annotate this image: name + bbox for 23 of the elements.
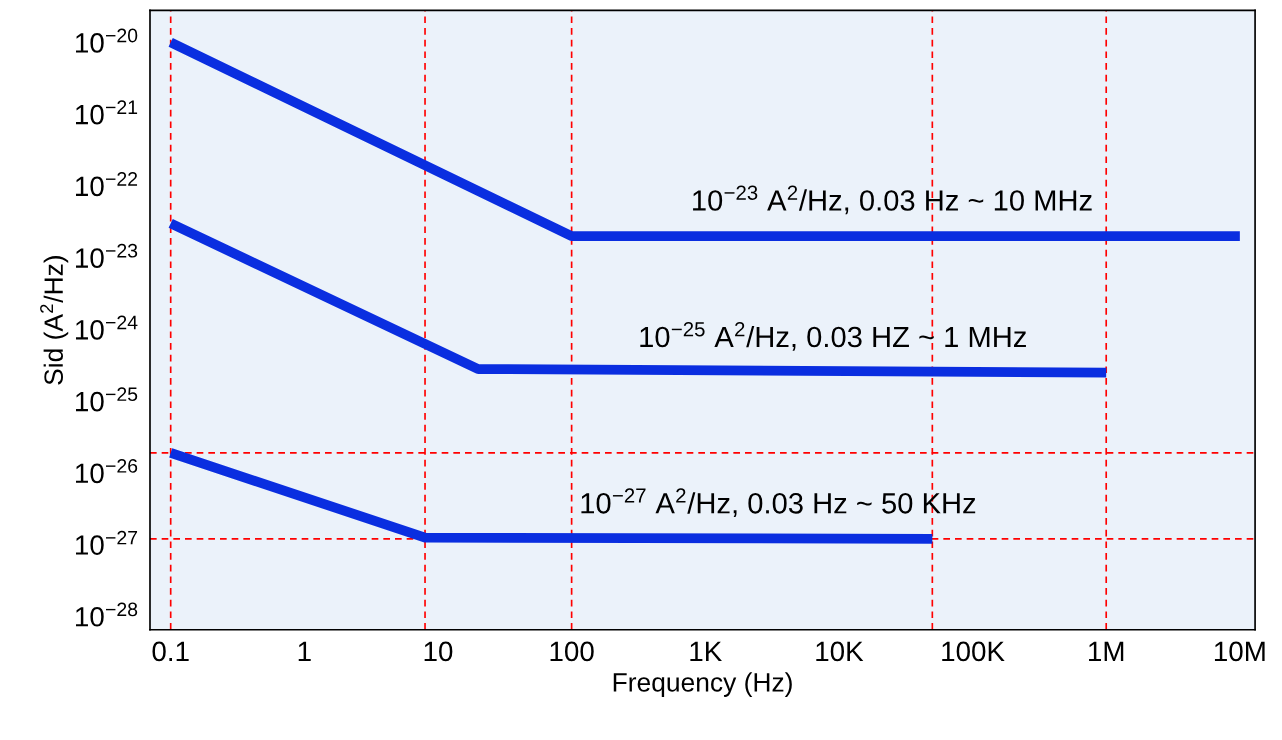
y-tick-label: 10$^{−24}$	[76, 315, 138, 340]
x-tick-label: 100	[550, 641, 594, 662]
x-tick-label: 10M	[1214, 641, 1265, 662]
y-tick-label: 10$^{−22}$	[76, 172, 138, 197]
y-tick-label: 10$^{−27}$	[76, 530, 138, 555]
annotation: 10$^{−25}$ A$^{2}$/Hz, 0.03 HZ ~ 1 MHz	[640, 321, 1026, 351]
y-tick-label: 10$^{−25}$	[76, 387, 138, 412]
x-tick-label: 10	[424, 641, 453, 662]
annotation: 10$^{−23}$ A$^{2}$/Hz, 0.03 Hz ~ 10 MHz	[693, 185, 1092, 215]
y-tick-label: 10$^{−26}$	[76, 459, 138, 484]
x-axis-title: Frequency (Hz)	[613, 672, 792, 697]
x-tick-label: 10K	[816, 641, 864, 662]
y-tick-label: 10$^{−20}$	[76, 28, 138, 53]
y-tick-label: 10$^{−28}$	[76, 602, 138, 627]
y-tick-label: 10$^{−21}$	[76, 100, 138, 125]
y-axis-title: Sid (A$^{2}$/Hz)	[40, 256, 69, 385]
annotation: 10$^{−27}$ A$^{2}$/Hz, 0.03 Hz ~ 50 KHz	[581, 488, 976, 518]
x-tick-label: 0.1	[152, 641, 189, 662]
x-tick-label: 100K	[942, 641, 1005, 662]
y-tick-label: 10$^{−23}$	[76, 243, 138, 268]
x-tick-label: 1M	[1089, 641, 1124, 661]
x-tick-label: 1K	[690, 641, 722, 661]
x-tick-label: 1	[298, 641, 311, 661]
